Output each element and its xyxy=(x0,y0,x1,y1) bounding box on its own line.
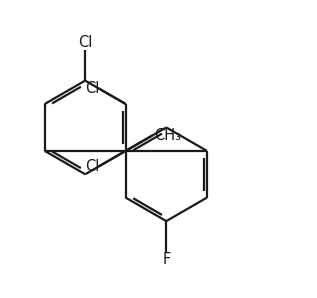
Text: Cl: Cl xyxy=(85,159,99,174)
Text: CH₃: CH₃ xyxy=(154,128,181,143)
Text: Cl: Cl xyxy=(78,35,92,50)
Text: F: F xyxy=(162,252,171,267)
Text: Cl: Cl xyxy=(85,81,99,96)
